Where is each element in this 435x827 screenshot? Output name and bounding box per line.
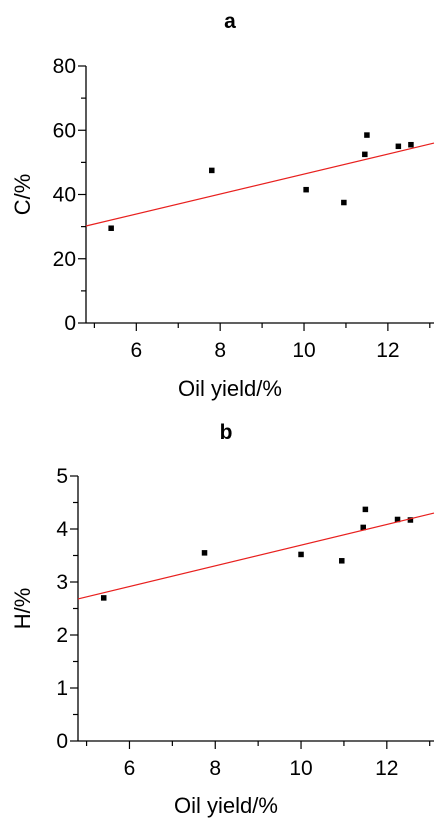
y-tick-label: 20 <box>53 248 76 271</box>
data-point <box>303 186 309 193</box>
y-tick-label: 3 <box>56 571 68 594</box>
chart-panel-a: a 6 8 10 12 0 20 40 60 80 Oil yield/% C/% <box>10 10 435 401</box>
panel-title: a <box>224 10 236 33</box>
x-tick-label: 8 <box>214 339 226 362</box>
data-point <box>341 199 347 206</box>
fit-line <box>85 142 435 227</box>
x-tick-label: 10 <box>292 339 315 362</box>
data-point <box>339 558 345 564</box>
x-tick-label: 12 <box>375 757 398 780</box>
data-point <box>298 551 304 558</box>
y-tick-label: 5 <box>56 465 68 488</box>
y-axis-title: C/% <box>10 174 35 216</box>
y-tick-label: 40 <box>53 184 76 207</box>
data-point <box>108 225 114 231</box>
x-tick-label: 10 <box>289 757 312 780</box>
data-point <box>364 132 370 138</box>
y-tick-label: 2 <box>56 624 68 647</box>
y-tick-label: 80 <box>53 55 76 78</box>
data-point <box>201 550 208 556</box>
y-tick-label: 60 <box>53 119 76 142</box>
data-point <box>360 524 366 531</box>
data-point <box>394 516 401 523</box>
x-axis-title: Oil yield/% <box>174 793 278 818</box>
y-axis-title: H/% <box>10 588 35 630</box>
fit-line <box>77 512 435 600</box>
y-tick-label: 0 <box>64 312 76 335</box>
data-point <box>362 151 368 158</box>
data-point <box>407 517 414 523</box>
data-point <box>408 141 414 148</box>
data-point <box>395 143 402 150</box>
x-axis-title: Oil yield/% <box>178 376 282 401</box>
x-tick-label: 12 <box>376 339 399 362</box>
x-tick-label: 6 <box>124 757 136 780</box>
data-point <box>209 167 215 174</box>
y-tick-label: 0 <box>56 730 68 753</box>
y-tick-label: 4 <box>56 518 68 541</box>
panel-title: b <box>220 421 233 444</box>
data-point <box>362 506 369 513</box>
data-point <box>100 595 107 601</box>
x-tick-label: 6 <box>130 339 142 362</box>
y-tick-label: 1 <box>56 677 68 700</box>
x-tick-label: 8 <box>209 757 221 780</box>
